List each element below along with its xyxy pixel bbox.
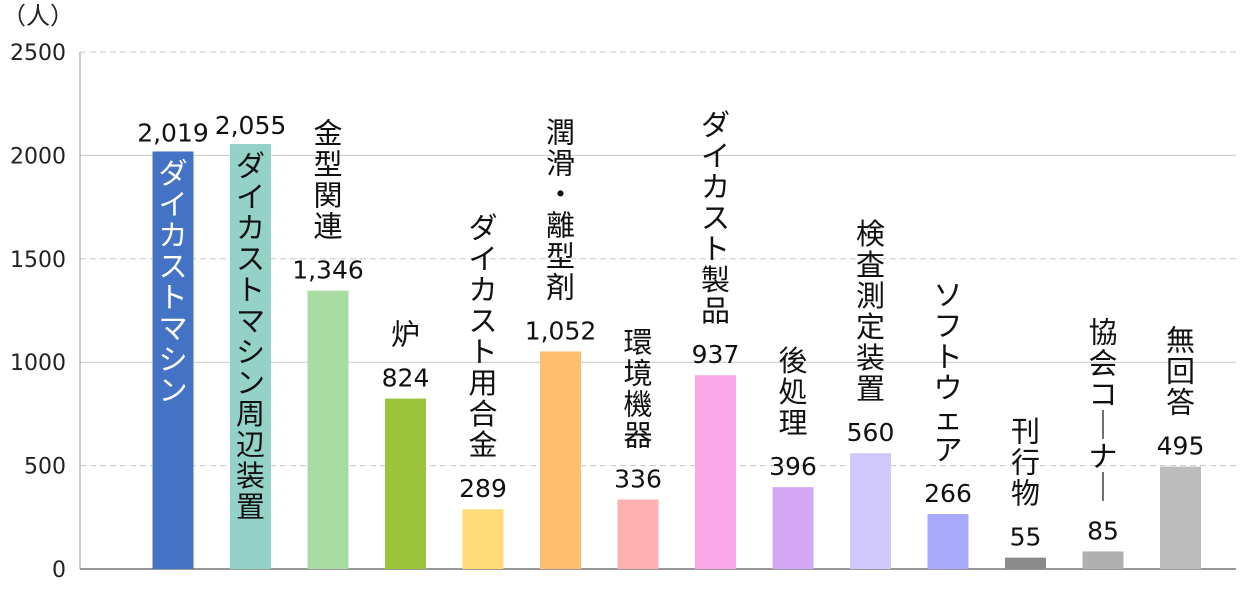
category-label: 刊行物 [1011, 415, 1040, 511]
value-label: 937 [692, 340, 740, 369]
value-label: 1,346 [292, 256, 364, 285]
category-label: 協会コ｜ナ｜ [1088, 315, 1117, 504]
value-label: 289 [459, 474, 507, 503]
value-label: 266 [924, 479, 972, 508]
value-label: 824 [382, 364, 430, 393]
category-label: 検査測定装置 [856, 217, 885, 406]
category-label: ダイカストマシン周辺装置 [236, 149, 265, 524]
bar [1160, 466, 1201, 569]
category-label: 潤滑・離型剤 [546, 115, 575, 304]
value-label: 2,019 [137, 118, 209, 147]
category-label: 環境機器 [623, 326, 652, 453]
value-label: 396 [769, 452, 817, 481]
category-label: 後処理 [778, 344, 807, 440]
bar [230, 144, 271, 569]
bar [927, 513, 969, 569]
bar [772, 487, 814, 569]
bar [152, 151, 194, 569]
y-tick-label: 1000 [10, 351, 66, 376]
category-label: ソフトウェア [933, 278, 962, 467]
y-tick-label: 2500 [10, 41, 66, 66]
category-label: 金型関連 [313, 117, 342, 244]
bar-group: 336 環境機器 [614, 326, 662, 569]
y-axis-unit-label: （人） [2, 2, 74, 30]
value-label: 1,052 [525, 316, 597, 345]
bar-group: 55 刊行物 [1005, 415, 1046, 569]
bar-group: 85 協会コ｜ナ｜ [1082, 315, 1124, 569]
bar [850, 453, 891, 569]
y-tick-label: 2000 [10, 144, 66, 169]
category-label: 無回答 [1166, 324, 1195, 420]
value-label: 336 [614, 465, 662, 494]
bar-group: 495 無回答 [1157, 324, 1205, 569]
bar [1082, 551, 1124, 569]
bar [462, 509, 504, 569]
bar-group: 396 後処理 [769, 344, 817, 569]
bar-group: 2,019 ダイカストマシン [137, 118, 209, 569]
category-label: 炉 [391, 318, 420, 352]
category-label: ダイカストマシン [158, 156, 187, 407]
bar-group: 824 炉 [382, 318, 430, 569]
y-tick-label: 500 [24, 455, 66, 480]
bar [385, 398, 426, 569]
bar-group: 2,055 ダイカストマシン周辺装置 [215, 111, 287, 569]
bar [540, 351, 581, 569]
category-label: ダイカスト用合金 [468, 211, 497, 462]
bar-group: 937 ダイカスト製品 [692, 108, 740, 569]
bar-group: 1,346 金型関連 [292, 117, 364, 569]
y-axis-ticks: 0 500 1000 1500 2000 2500 [10, 41, 66, 583]
value-label: 85 [1087, 516, 1119, 545]
bar-group: 560 検査測定装置 [847, 217, 895, 569]
bar [617, 499, 659, 569]
gridlines [80, 51, 1236, 467]
bar-group: 266 ソフトウェア [924, 278, 972, 569]
bar-group: 289 ダイカスト用合金 [459, 211, 507, 569]
bar-group: 1,052 潤滑・離型剤 [525, 115, 597, 569]
value-label: 2,055 [215, 111, 287, 140]
value-label: 55 [1010, 523, 1042, 552]
bar [307, 290, 349, 569]
value-label: 560 [847, 418, 895, 447]
y-tick-label: 1500 [10, 248, 66, 273]
bars: 2,019 ダイカストマシン 2,055 ダイカストマシン周辺装置 1,346 金型関連 8… [137, 108, 1204, 569]
bar [695, 375, 736, 569]
bar [1005, 557, 1046, 569]
y-tick-label: 0 [52, 558, 66, 583]
category-label: ダイカスト製品 [701, 108, 730, 328]
value-label: 495 [1157, 432, 1205, 461]
